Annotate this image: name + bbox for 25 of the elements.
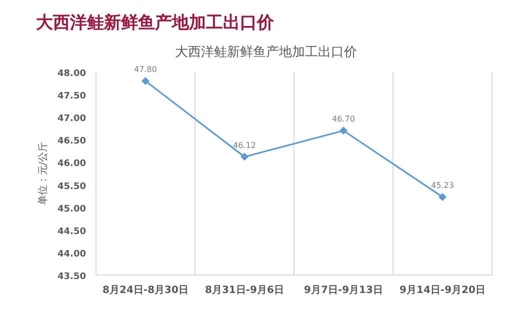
data-label: 45.23 (431, 180, 454, 190)
y-tick-label: 47.00 (58, 114, 86, 124)
y-tick-label: 48.00 (58, 69, 86, 79)
y-tick-label: 44.50 (58, 226, 86, 237)
y-tick-label: 45.00 (58, 204, 86, 214)
y-tick-label: 46.00 (58, 159, 86, 170)
data-label: 46.12 (233, 140, 256, 150)
point (438, 192, 446, 201)
y-tick-label: 45.50 (58, 182, 86, 192)
x-tick-label: 9月7日-9月13日 (304, 285, 383, 296)
point (340, 126, 348, 135)
y-tick-label: 47.50 (58, 92, 86, 102)
chart-subtitle: 大西洋鲑新鲜鱼产地加工出口价 (175, 45, 357, 60)
y-tick-label: 43.50 (58, 272, 86, 282)
chart-title: 大西洋鲑新鲜鱼产地加工出口价 (36, 13, 275, 33)
y-axis-title: 单位：元/公斤 (37, 142, 49, 206)
data-label: 46.70 (332, 114, 355, 124)
y-tick-label: 46.50 (58, 136, 86, 147)
point (240, 152, 248, 161)
x-tick-label: 9月14日-9月20日 (400, 285, 486, 296)
x-tick-label: 8月24日-8月30日 (102, 285, 188, 296)
y-tick-label: 44.00 (58, 249, 86, 260)
x-tick-label: 8月31日-9月6日 (205, 285, 284, 296)
point (142, 77, 150, 86)
data-label: 47.80 (134, 65, 157, 74)
